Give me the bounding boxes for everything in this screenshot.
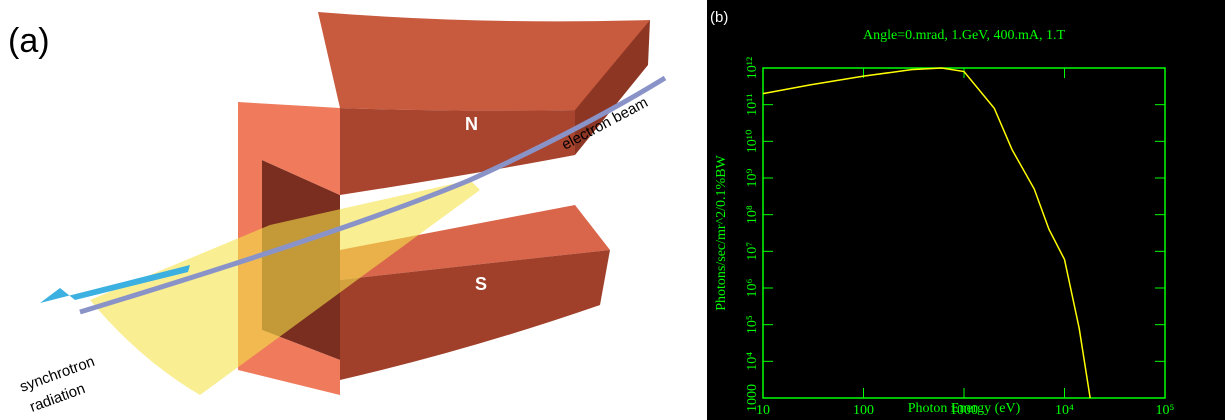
y-tick-label: 10¹²	[745, 57, 760, 79]
panel-label: (b)	[710, 9, 728, 26]
y-tick-label: 10¹¹	[745, 93, 760, 115]
y-tick-label: 10⁴	[745, 352, 760, 371]
chart-background	[707, 0, 1225, 420]
y-tick-label: 10⁹	[745, 168, 760, 187]
north-label: N	[465, 114, 478, 134]
y-axis-label: Photons/sec/mr^2/0.1%BW	[714, 154, 729, 310]
chart-title: Angle=0.mrad, 1.GeV, 400.mA, 1.T	[863, 28, 1066, 43]
panel-label: (a)	[8, 22, 50, 60]
panel-b: (b) Angle=0.mrad, 1.GeV, 400.mA, 1.T Pho…	[707, 0, 1225, 420]
y-tick-label: 10¹⁰	[745, 129, 760, 153]
x-tick-label: 100	[853, 403, 874, 418]
y-tick-label: 10⁷	[745, 242, 760, 261]
x-tick-label: 10⁵	[1156, 403, 1175, 418]
y-tick-label: 1000	[745, 384, 760, 412]
south-label: S	[475, 274, 487, 294]
y-tick-label: 10⁸	[745, 205, 760, 224]
y-tick-label: 10⁶	[745, 278, 760, 297]
x-tick-label: 10⁴	[1055, 403, 1074, 418]
panel-a: (a) N S electron beam synchrotron radiat…	[8, 12, 665, 416]
x-tick-label: 1000	[950, 403, 978, 418]
figure: (a) N S electron beam synchrotron radiat…	[0, 0, 1225, 420]
y-tick-label: 10⁵	[745, 315, 760, 334]
